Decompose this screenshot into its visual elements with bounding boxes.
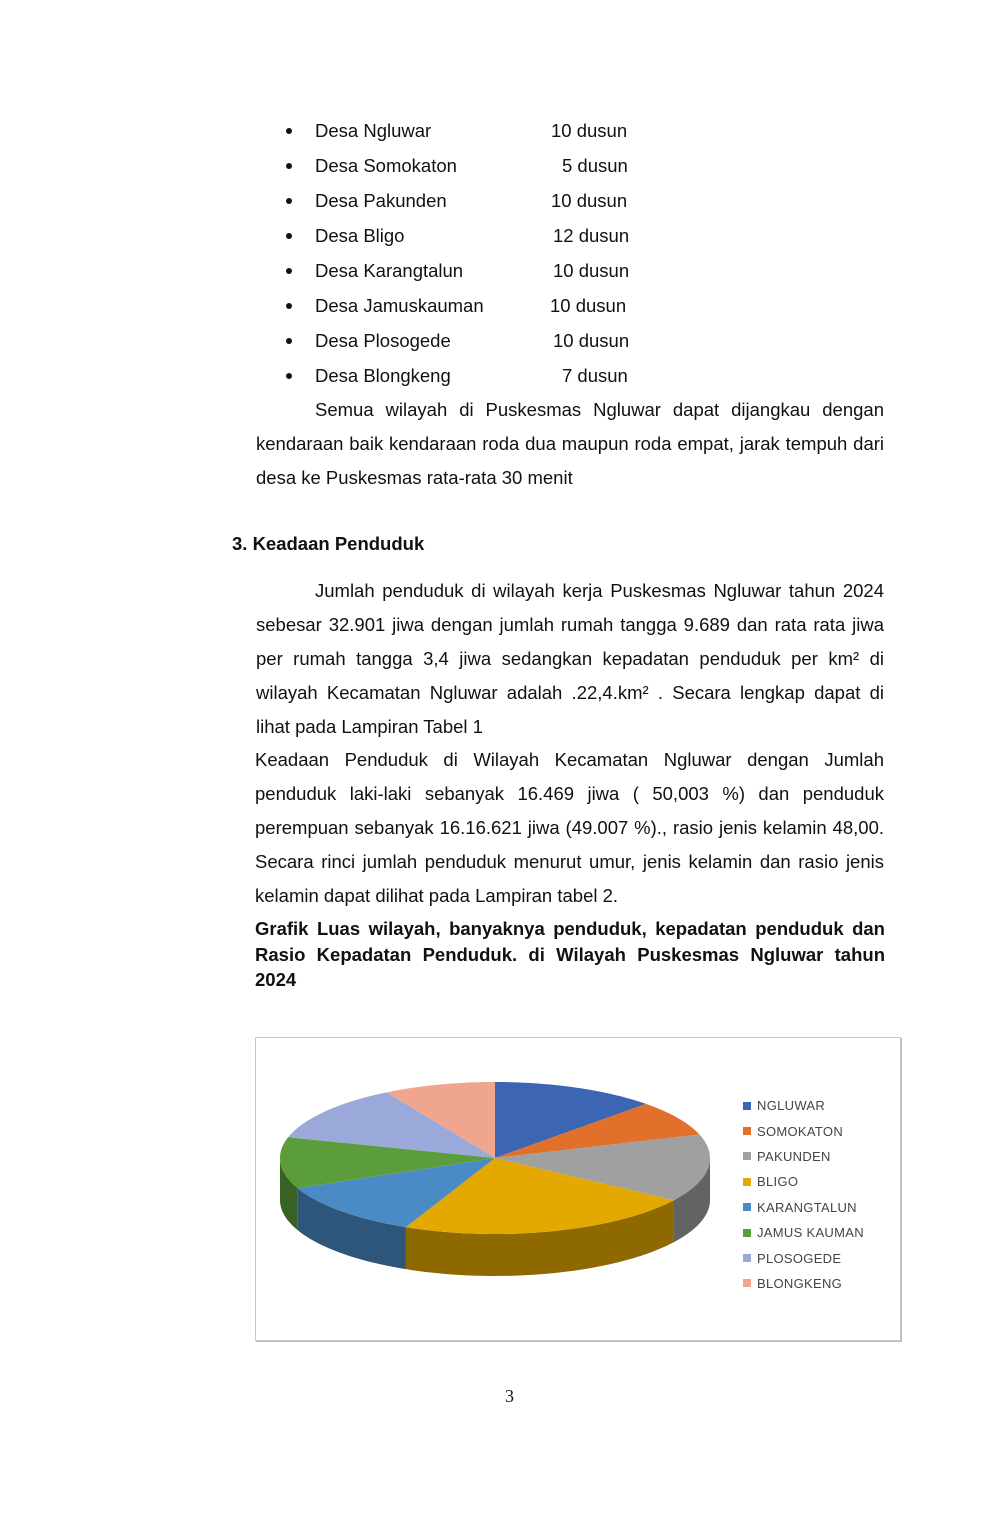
legend-label: BLONGKENG [757,1275,843,1291]
dusun-count: 12 dusun [553,225,630,246]
bullet-icon [286,268,292,274]
dusun-count: 10 dusun [553,330,630,351]
legend-label: KARANGTALUN [757,1199,857,1215]
legend-swatch [743,1279,751,1288]
village-name: Desa Jamuskauman [315,295,484,316]
population-paragraph: Jumlah penduduk di wilayah kerja Puskesm… [256,580,884,737]
pie-slice-side [297,1188,406,1270]
dusun-count: 10 dusun [550,295,627,316]
village-name: Desa Karangtalun [315,260,464,281]
legend-label: PAKUNDEN [757,1148,831,1164]
legend-item: BLIGO [743,1169,864,1194]
legend-label: NGLUWAR [757,1098,826,1114]
legend-swatch [743,1177,751,1186]
legend-label: SOMOKATON [757,1123,844,1139]
pie-svg [280,1082,710,1276]
legend-item: BLONGKENG [743,1271,864,1296]
bullet-icon [286,233,292,239]
bullet-icon [286,163,292,169]
village-name: Desa Blongkeng [315,365,451,386]
pie-slice-plosogede [288,1092,495,1158]
pie-slice-jamus-kauman [280,1137,495,1189]
legend-item: JAMUS KAUMAN [743,1220,864,1245]
legend-label: PLOSOGEDE [757,1250,842,1266]
pie-slice-karangtalun [297,1158,495,1228]
village-name: Desa Ngluwar [315,120,432,141]
bullet-icon [286,373,292,379]
bullet-icon [286,303,292,309]
legend-item: PLOSOGEDE [743,1245,864,1270]
village-name: Desa Plosogede [315,330,451,351]
pie-slice-blongkeng [386,1082,495,1158]
pie-slice-bligo [405,1158,674,1234]
pie-slice-somokaton [495,1103,700,1158]
dusun-count: 7 dusun [562,365,628,386]
legend-item: SOMOKATON [743,1118,864,1143]
access-paragraph: Semua wilayah di Puskesmas Ngluwar dapat… [256,399,884,488]
dusun-count: 10 dusun [551,190,628,211]
legend-swatch [743,1101,751,1110]
dusun-count: 5 dusun [562,155,628,176]
gender-paragraph: Keadaan Penduduk di Wilayah Kecamatan Ng… [255,749,884,906]
pie-slice-side [673,1158,710,1243]
legend-label: BLIGO [757,1174,799,1190]
village-name: Desa Bligo [315,225,405,246]
legend-swatch [743,1203,751,1212]
village-name: Desa Somokaton [315,155,457,176]
legend-item: PAKUNDEN [743,1144,864,1169]
legend-swatch [743,1254,751,1263]
pie-slice-pakunden [495,1134,710,1201]
legend-item: KARANGTALUN [743,1195,864,1220]
chart-caption: Grafik Luas wilayah, banyaknya penduduk,… [255,918,885,990]
dusun-count: 10 dusun [553,260,630,281]
bullet-icon [286,128,292,134]
pie-slice-side [280,1158,298,1231]
pie-slice-side [405,1200,674,1276]
legend-label: JAMUS KAUMAN [757,1225,864,1241]
bullet-icon [286,338,292,344]
page-number: 3 [505,1386,514,1406]
legend-swatch [743,1127,751,1136]
chart-legend: NGLUWAR SOMOKATON PAKUNDEN BLIGO KARANGTALUN… [743,1093,864,1296]
dusun-count: 10 dusun [551,120,628,141]
bullet-icon [286,198,292,204]
section-heading: 3. Keadaan Penduduk [232,533,425,554]
pie-chart: NGLUWAR SOMOKATON PAKUNDEN BLIGO KARANGTALUN… [255,1037,901,1341]
village-name: Desa Pakunden [315,190,447,211]
legend-swatch [743,1228,751,1237]
legend-item: NGLUWAR [743,1093,864,1118]
legend-swatch [743,1152,751,1161]
pie-slice-ngluwar [495,1082,647,1158]
